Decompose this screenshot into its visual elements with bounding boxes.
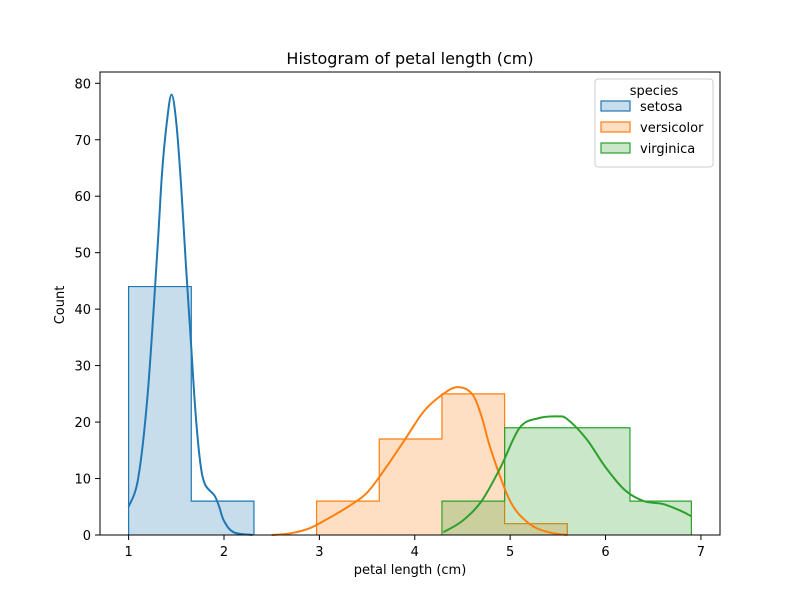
y-tick-label-80: 80 [74,77,91,92]
series-setosa [128,285,255,535]
x-tick-label-3: 3 [315,545,323,560]
step-outline-versicolor [316,393,568,535]
y-axis-label: Count [53,286,68,325]
legend-label-setosa: setosa [640,100,683,115]
y-tick-label-50: 50 [74,247,91,262]
y-tick-label-20: 20 [74,416,91,431]
x-tick-label-7: 7 [697,545,705,560]
legend-label-versicolor: versicolor [640,121,704,136]
bar-versicolor-3 [504,523,568,535]
kde-line-virginica [442,415,692,534]
x-tick-label-2: 2 [220,545,228,560]
legend-swatch-versicolor [600,121,631,133]
x-tick-label-6: 6 [601,545,609,560]
series-virginica [441,427,692,535]
step-outline-virginica [441,427,692,535]
legend-swatch-setosa [600,100,631,112]
x-tick-label-1: 1 [124,545,132,560]
legend-swatch-virginica [600,142,631,154]
bar-virginica-0 [441,501,505,535]
y-tick-label-30: 30 [74,360,91,375]
bar-virginica-1 [504,427,630,535]
y-tick-label-40: 40 [74,303,91,318]
y-tick-label-10: 10 [74,473,91,488]
y-tick-label-70: 70 [74,134,91,149]
y-tick-label-0: 0 [83,529,91,544]
bar-versicolor-1 [379,439,442,535]
legend-title: species [630,84,679,99]
bar-virginica-2 [629,501,692,535]
x-tick-label-4: 4 [411,545,419,560]
x-tick-label-5: 5 [506,545,514,560]
chart-title: Histogram of petal length (cm) [286,49,533,68]
bar-setosa-0 [128,286,192,535]
y-tick-label-60: 60 [74,190,91,205]
plot-frame [99,71,721,536]
kde-line-versicolor [271,386,568,536]
step-outline-setosa [128,285,255,535]
x-axis-label: petal length (cm) [354,563,467,578]
legend-label-virginica: virginica [640,142,695,157]
legend: species setosa versicolor virginica [594,78,714,168]
kde-line-setosa [127,93,253,536]
